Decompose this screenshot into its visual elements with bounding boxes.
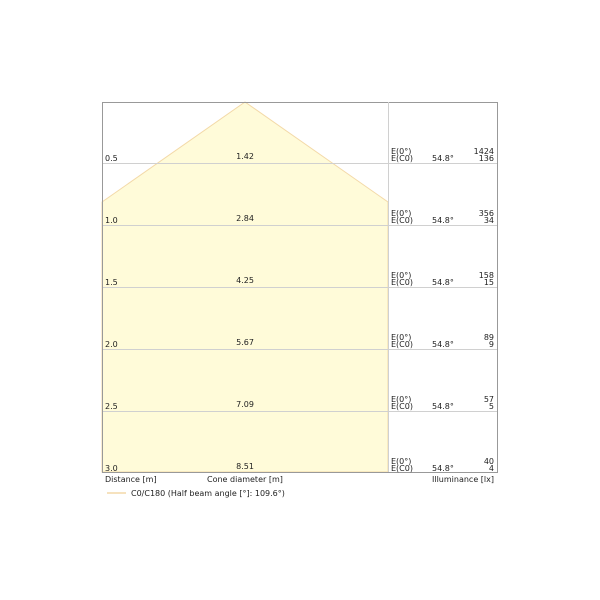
- e0-label: E(0°): [391, 457, 411, 466]
- distance-row: 2.5 7.09 E(0°)E(C0) 54.8° 575: [105, 395, 494, 411]
- cone-diameter-axis-label: Cone diameter [m]: [207, 475, 283, 484]
- legend-label: C0/C180 (Half beam angle [°]: 109.6°): [131, 489, 285, 498]
- illuminance-axis-label: Illuminance [lx]: [432, 475, 494, 484]
- e0-label: E(0°): [391, 395, 411, 404]
- diagram-frame: [102, 102, 498, 473]
- ec0-value: 136: [479, 154, 494, 163]
- beam-angle-value: 54.8°: [432, 402, 454, 411]
- ec0-label: E(C0): [391, 464, 413, 473]
- e0-label: E(0°): [391, 147, 411, 156]
- beam-angle-value: 54.8°: [432, 340, 454, 349]
- e0-label: E(0°): [391, 333, 411, 342]
- beam-angle-value: 54.8°: [432, 154, 454, 163]
- distance-row: 2.0 5.67 E(0°)E(C0) 54.8° 899: [105, 333, 494, 349]
- distance-row: 3.0 8.51 E(0°)E(C0) 54.8° 404: [105, 457, 494, 473]
- ec0-label: E(C0): [391, 278, 413, 287]
- e0-value: 1424: [474, 147, 494, 156]
- cone-diameter-value: 5.67: [236, 338, 254, 347]
- distance-value: 2.0: [105, 340, 118, 349]
- distance-axis-label: Distance [m]: [105, 475, 157, 484]
- ec0-label: E(C0): [391, 154, 413, 163]
- ec0-label: E(C0): [391, 340, 413, 349]
- ec0-value: 5: [489, 402, 494, 411]
- e0-label: E(0°): [391, 209, 411, 218]
- cone-diameter-value: 8.51: [236, 462, 254, 471]
- cone-diameter-value: 2.84: [236, 214, 254, 223]
- distance-value: 1.0: [105, 216, 118, 225]
- cone-diameter-value: 7.09: [236, 400, 254, 409]
- e0-value: 158: [479, 271, 494, 280]
- cone-diameter-value: 1.42: [236, 152, 254, 161]
- ec0-value: 4: [489, 464, 494, 473]
- ec0-label: E(C0): [391, 402, 413, 411]
- beam-angle-value: 54.8°: [432, 216, 454, 225]
- e0-value: 89: [484, 333, 494, 342]
- distance-value: 1.5: [105, 278, 118, 287]
- e0-value: 57: [484, 395, 494, 404]
- e0-label: E(0°): [391, 271, 411, 280]
- cone-diameter-value: 4.25: [236, 276, 254, 285]
- distance-value: 3.0: [105, 464, 118, 473]
- ec0-value: 15: [484, 278, 494, 287]
- e0-value: 356: [479, 209, 494, 218]
- ec0-value: 9: [489, 340, 494, 349]
- ec0-label: E(C0): [391, 216, 413, 225]
- distance-value: 2.5: [105, 402, 118, 411]
- e0-value: 40: [484, 457, 494, 466]
- beam-angle-value: 54.8°: [432, 464, 454, 473]
- ec0-value: 34: [484, 216, 494, 225]
- distance-value: 0.5: [105, 154, 118, 163]
- beam-angle-value: 54.8°: [432, 278, 454, 287]
